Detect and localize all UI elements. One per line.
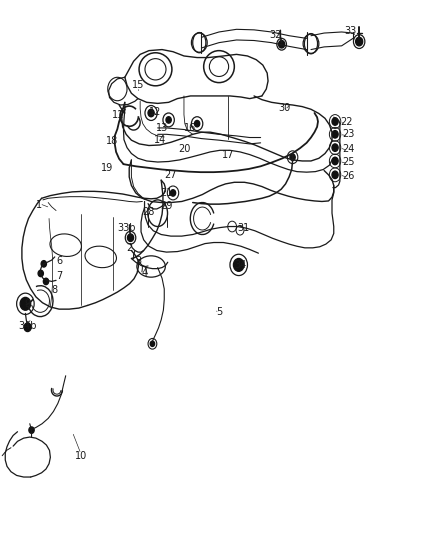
Circle shape: [290, 154, 295, 160]
Circle shape: [43, 278, 49, 285]
Text: 25: 25: [342, 157, 354, 167]
Text: 4: 4: [141, 268, 148, 278]
Circle shape: [332, 144, 338, 151]
Circle shape: [356, 37, 363, 46]
Text: 15: 15: [132, 80, 144, 90]
Text: 34: 34: [235, 260, 247, 270]
Circle shape: [332, 131, 338, 138]
Circle shape: [148, 109, 154, 117]
Text: 28: 28: [143, 207, 155, 216]
Circle shape: [24, 323, 31, 332]
Circle shape: [279, 41, 285, 48]
Text: 33b: 33b: [118, 223, 136, 233]
Text: 11: 11: [112, 110, 124, 119]
Text: 26: 26: [342, 171, 354, 181]
Text: 20: 20: [178, 144, 190, 154]
Circle shape: [166, 117, 171, 123]
Text: 8: 8: [52, 286, 58, 295]
Circle shape: [332, 171, 338, 179]
Circle shape: [233, 259, 244, 271]
Text: 30: 30: [279, 103, 291, 113]
Text: 2: 2: [126, 243, 132, 253]
Text: 7: 7: [56, 271, 62, 280]
Text: 24: 24: [342, 144, 354, 154]
Circle shape: [150, 341, 155, 346]
Circle shape: [20, 297, 31, 310]
Text: 22: 22: [340, 117, 352, 126]
Text: 13: 13: [156, 123, 168, 133]
Text: 21: 21: [160, 188, 173, 198]
Text: 32: 32: [270, 30, 282, 39]
Circle shape: [127, 234, 134, 241]
Text: 17: 17: [222, 150, 234, 159]
Text: 29: 29: [160, 201, 173, 211]
Circle shape: [41, 261, 46, 267]
Text: 34b: 34b: [18, 321, 36, 331]
Text: 31: 31: [237, 223, 249, 233]
Text: 14: 14: [154, 135, 166, 145]
Text: 33: 33: [344, 26, 357, 36]
Text: 16: 16: [184, 123, 197, 133]
Text: 1: 1: [36, 200, 42, 210]
Text: 27: 27: [165, 170, 177, 180]
Circle shape: [38, 270, 43, 277]
Circle shape: [332, 118, 338, 125]
Circle shape: [29, 427, 34, 433]
Text: 6: 6: [56, 256, 62, 266]
Text: 3: 3: [135, 256, 141, 266]
Text: 18: 18: [106, 136, 118, 146]
Text: 19: 19: [101, 163, 113, 173]
Text: 9: 9: [25, 299, 31, 309]
Text: 5: 5: [216, 307, 222, 317]
Circle shape: [170, 190, 176, 196]
Circle shape: [194, 120, 200, 127]
Circle shape: [332, 157, 338, 165]
Text: 23: 23: [342, 130, 354, 139]
Text: 10: 10: [75, 451, 87, 461]
Text: 12: 12: [149, 107, 162, 117]
